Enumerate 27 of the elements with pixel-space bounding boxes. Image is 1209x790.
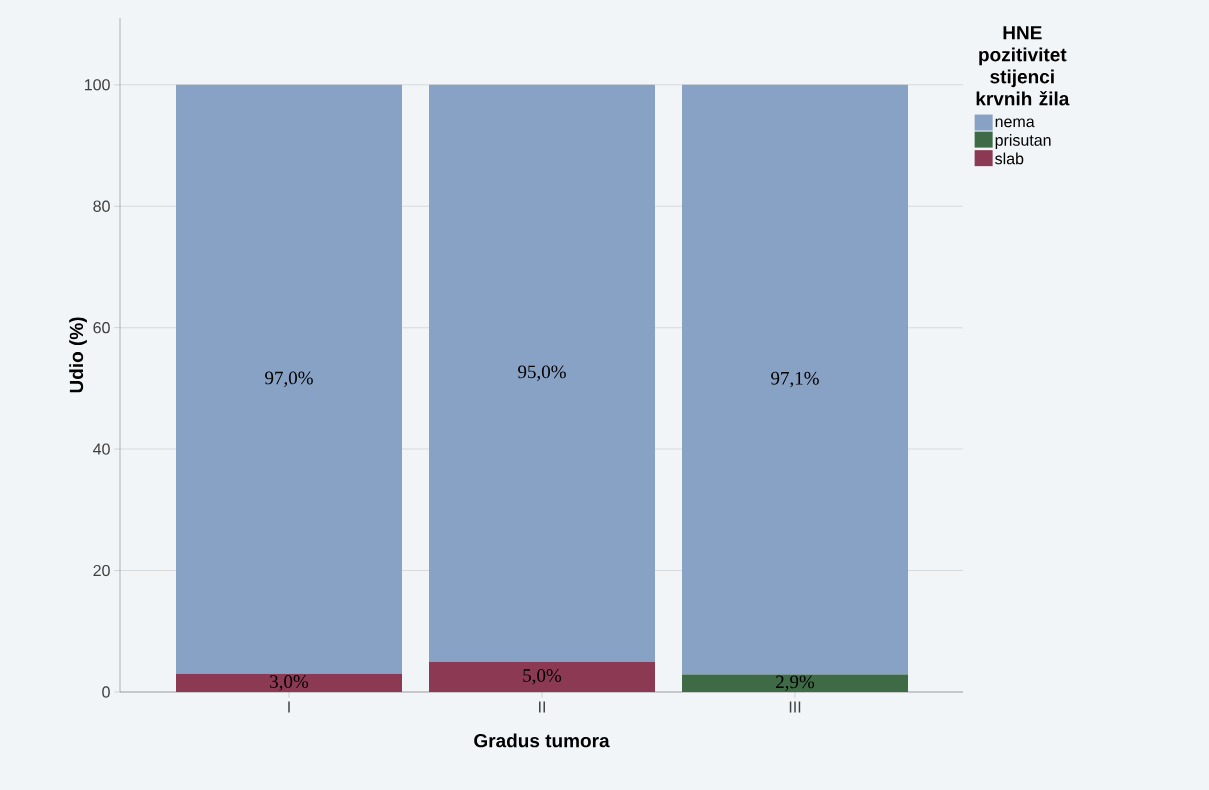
bar [429, 661, 656, 692]
bar [176, 673, 402, 692]
data-label: 5,0% [523, 669, 562, 685]
data-label: 3,0% [270, 675, 309, 691]
legend-label: slab [995, 152, 1024, 165]
y-tick-label: 100 [85, 79, 110, 91]
data-label: 97,1% [771, 371, 819, 388]
x-axis-title: Gradus tumora [474, 733, 610, 748]
y-tick-label: 40 [93, 443, 110, 455]
bar [682, 84, 909, 675]
bar [429, 84, 656, 662]
legend-label: nema [995, 118, 1035, 128]
y-tick-label: 0 [102, 686, 110, 698]
data-label: 95,0% [518, 365, 566, 381]
legend-title: HNE pozitivitet stijenci krvnih žila [976, 26, 1070, 106]
y-tick-label: 20 [93, 564, 110, 577]
legend-label: prisutan [995, 134, 1051, 149]
x-tick-label: II [539, 701, 545, 713]
data-label: 97,0% [265, 371, 313, 388]
y-tick-label: 80 [93, 200, 110, 212]
data-label: 2,9% [776, 675, 815, 691]
x-tick-label: I [288, 701, 290, 713]
bar [682, 674, 909, 692]
y-axis-title: Udio (%) [69, 317, 87, 393]
y-tick-label: 60 [93, 322, 110, 334]
x-tick-label: III [789, 701, 801, 713]
bar [176, 84, 402, 674]
